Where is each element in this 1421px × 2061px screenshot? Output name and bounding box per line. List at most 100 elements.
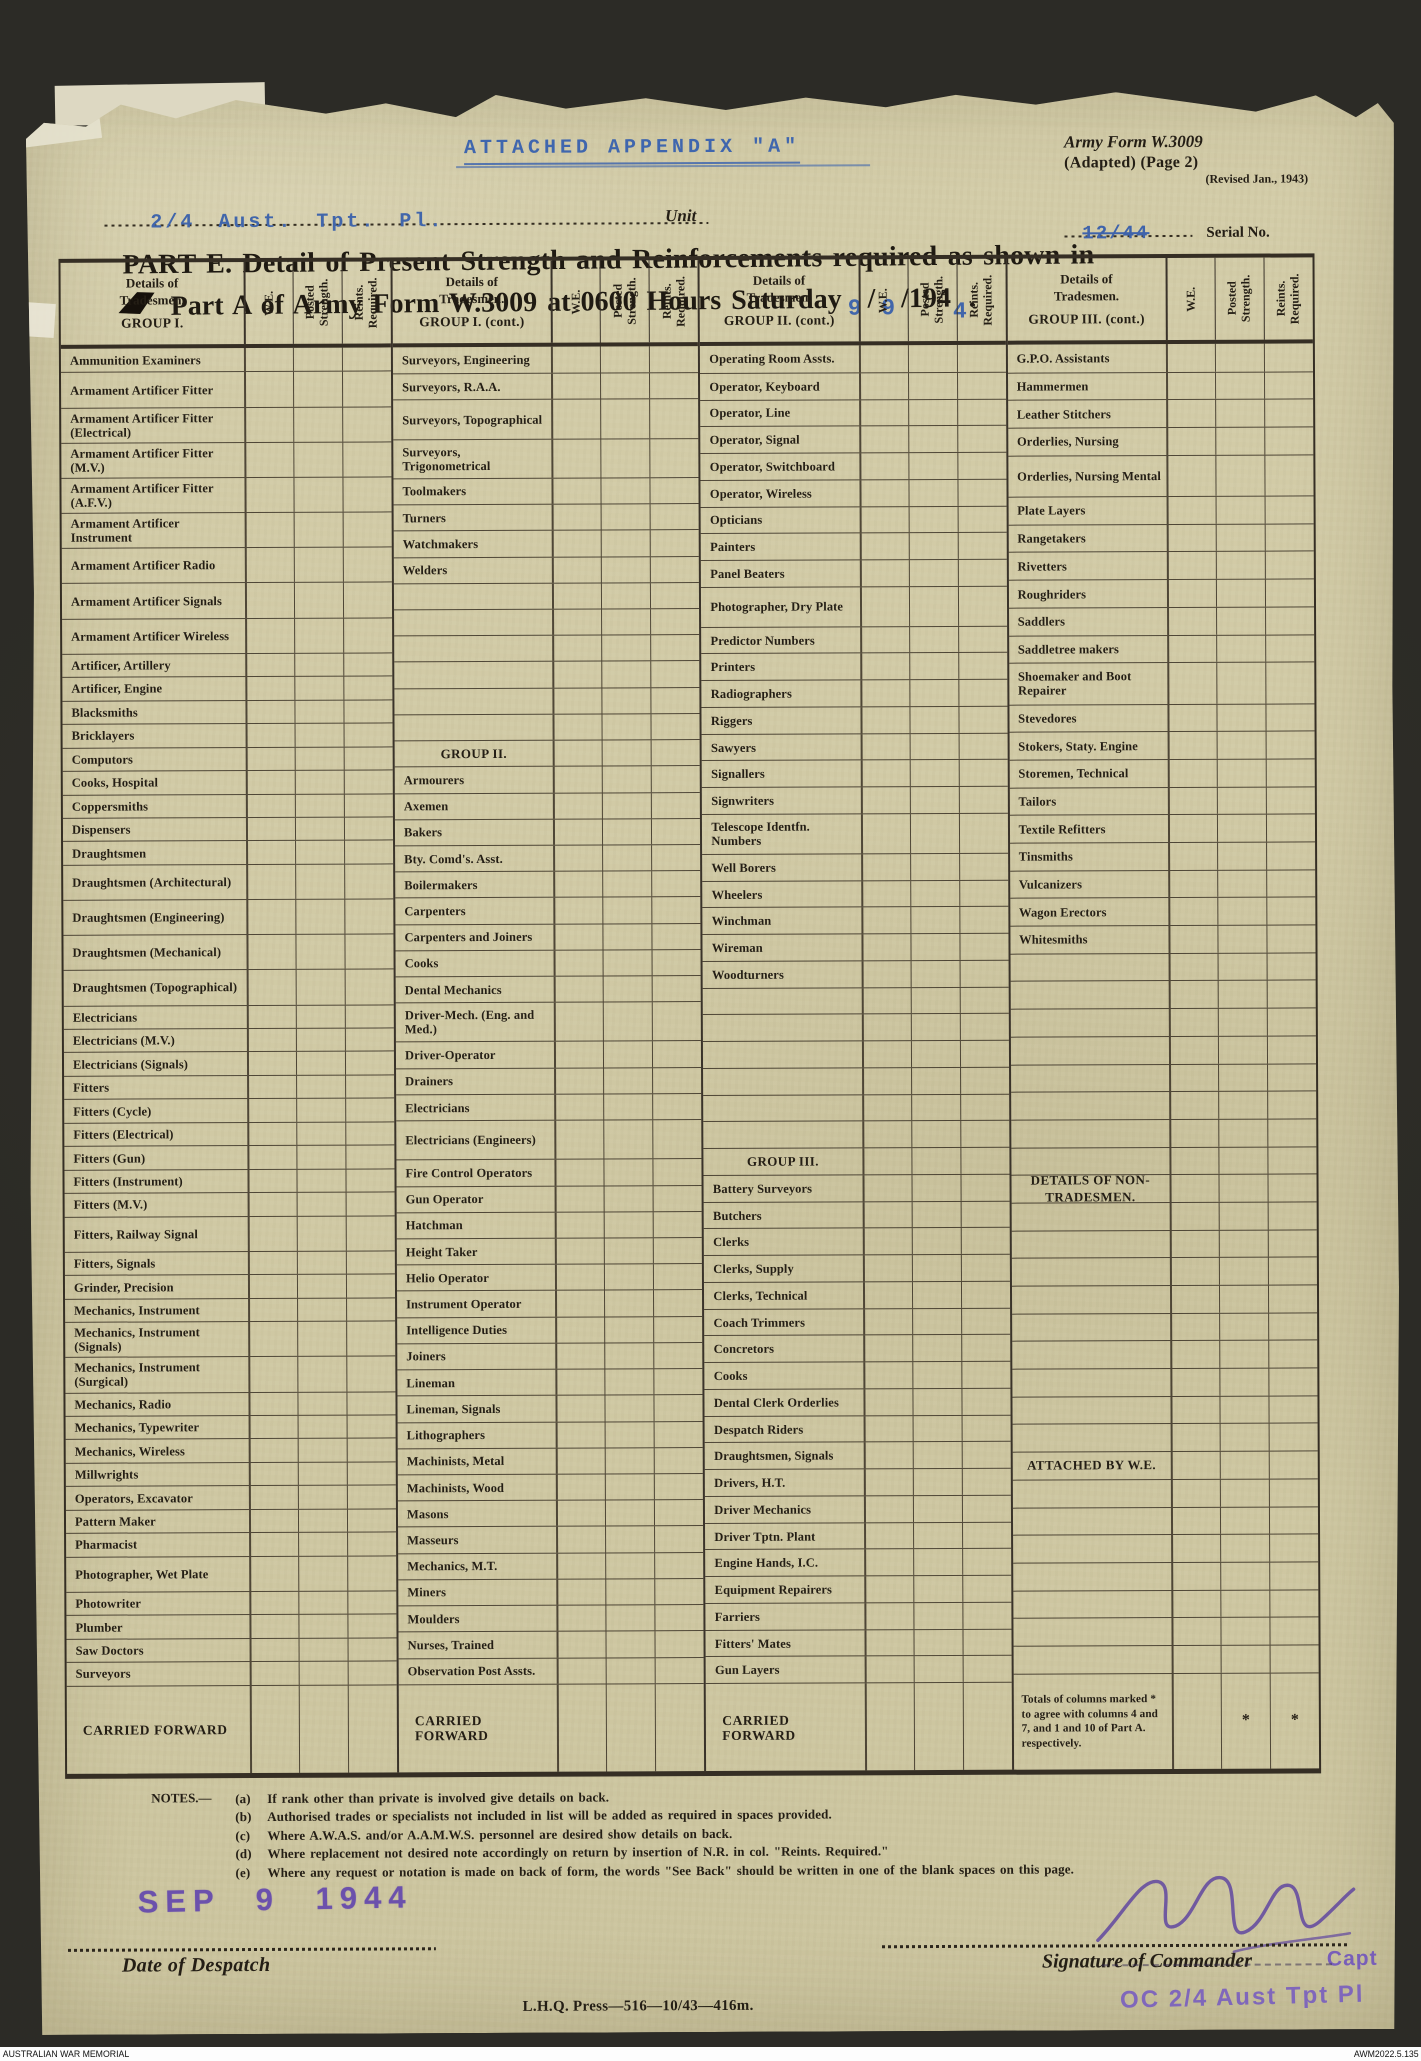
trade-label: Miners xyxy=(407,1585,447,1600)
posted-strength-cell xyxy=(1218,1064,1267,1091)
trade-label: Dental Mechanics xyxy=(404,982,502,997)
posted-strength-cell xyxy=(603,924,652,949)
posted-strength-cell xyxy=(293,478,342,512)
we-cell xyxy=(248,1216,297,1250)
we-cell xyxy=(862,1202,911,1228)
reints-required-cell xyxy=(960,1121,1009,1147)
we-cell xyxy=(249,1416,298,1439)
posted-strength-cell xyxy=(602,662,651,687)
trade-label xyxy=(1013,1618,1171,1645)
we-cell xyxy=(1169,1037,1218,1064)
posted-strength-cell xyxy=(295,794,344,817)
group-subheading: DETAILS OF NON-TRADESMEN. xyxy=(1030,1172,1151,1205)
note-tag: (b) xyxy=(235,1809,252,1825)
table-row: Pattern Maker xyxy=(66,1508,396,1533)
table-row: Radiographers xyxy=(702,679,1007,707)
we-cell xyxy=(864,1496,913,1522)
trade-label: Pattern Maker xyxy=(74,1514,156,1529)
reints-required-cell xyxy=(651,661,700,686)
posted-strength-cell xyxy=(295,900,344,934)
we-cell xyxy=(245,548,294,582)
posted-strength-cell xyxy=(604,1186,653,1211)
table-row: Farriers xyxy=(706,1602,1011,1630)
reints-required-cell xyxy=(346,1216,395,1250)
trade-label xyxy=(1010,1009,1168,1036)
table-row: Electricians (Engineers) xyxy=(396,1119,701,1160)
reints-required-cell xyxy=(961,1389,1010,1415)
posted-strength-cell xyxy=(1216,552,1265,579)
table-row xyxy=(1012,1312,1317,1341)
reints-required-cell xyxy=(1267,1147,1316,1174)
reints-required-cell xyxy=(347,1556,396,1590)
table-row: Artificer, Engine xyxy=(62,676,392,701)
table-row: Artificer, Artillery xyxy=(62,652,392,677)
posted-strength-cell xyxy=(911,1148,960,1174)
we-cell xyxy=(859,426,908,452)
trade-label: Masons xyxy=(406,1506,449,1522)
we-cell xyxy=(864,1657,913,1683)
we-cell xyxy=(859,533,908,559)
we-cell xyxy=(1169,1009,1218,1036)
group-heading: GROUP I. (cont.) xyxy=(419,313,525,330)
trade-label xyxy=(1012,1397,1170,1424)
table-row: Electricians (M.V.) xyxy=(64,1027,394,1052)
reints-required-cell xyxy=(653,1264,702,1289)
we-header: W.E. xyxy=(551,260,600,342)
table-row: Hatchman xyxy=(397,1211,702,1239)
posted-strength-cell xyxy=(604,1264,653,1289)
reints-required-cell xyxy=(649,399,698,437)
we-cell xyxy=(554,924,603,949)
posted-strength-cell xyxy=(605,1553,654,1578)
we-cell xyxy=(557,1606,606,1631)
posted-strength-cell xyxy=(908,373,957,399)
posted-strength-cell xyxy=(298,1615,347,1638)
trade-label xyxy=(1011,1065,1169,1092)
reints-required-cell xyxy=(652,924,701,949)
archive-institution: AUSTRALIAN WAR MEMORIAL xyxy=(2,2048,130,2060)
trade-label xyxy=(394,662,552,688)
we-cell xyxy=(249,1615,298,1638)
we-cell xyxy=(245,654,294,677)
table-row: Armament Artificer Fitter xyxy=(61,371,391,408)
reints-required-cell xyxy=(1266,898,1315,925)
posted-strength-cell xyxy=(601,531,650,556)
we-cell xyxy=(552,505,601,530)
trade-label xyxy=(394,636,552,662)
reints-required-cell xyxy=(652,1002,701,1040)
reints-required-cell xyxy=(1265,496,1314,523)
we-cell xyxy=(556,1396,605,1421)
we-cell xyxy=(1170,1314,1219,1341)
we-cell xyxy=(555,1121,604,1159)
unit-field: 2/4 Aust. Tpt. Pl. Unit xyxy=(104,196,708,231)
we-cell xyxy=(861,988,910,1014)
we-cell xyxy=(555,1265,604,1290)
reints-required-header: Reints. Required. xyxy=(1263,257,1312,339)
notes-label: NOTES.— xyxy=(151,1790,212,1806)
reints-required-cell xyxy=(652,871,701,896)
trade-label: Height Taker xyxy=(405,1244,478,1259)
posted-strength-cell xyxy=(605,1448,654,1473)
table-row: Operator, Wireless xyxy=(701,478,1006,506)
we-cell xyxy=(1170,1369,1219,1396)
we-cell xyxy=(554,950,603,975)
reints-required-cell xyxy=(654,1553,703,1578)
we-cell xyxy=(1171,1590,1220,1617)
we-cell xyxy=(557,1632,606,1657)
posted-strength-cell xyxy=(912,1469,961,1495)
posted-strength-cell xyxy=(1217,870,1266,897)
trade-label xyxy=(1012,1286,1170,1313)
trade-label: Dispensers xyxy=(71,822,131,838)
reints-required-cell xyxy=(961,1308,1010,1334)
we-cell xyxy=(552,439,601,477)
reints-required-cell xyxy=(650,635,699,660)
we-cell xyxy=(248,1275,297,1298)
reints-required-cell xyxy=(961,1282,1010,1308)
posted-strength-cell xyxy=(911,1175,960,1201)
trade-label: Fitters (Electrical) xyxy=(73,1127,174,1142)
reints-required-cell xyxy=(342,372,391,406)
trade-label xyxy=(1012,1424,1170,1451)
serial-label: Serial No. xyxy=(1206,224,1270,241)
table-row: Engine Hands, I.C. xyxy=(705,1548,1010,1576)
we-cell xyxy=(553,793,602,818)
totals-asterisk: * xyxy=(1270,1673,1319,1768)
